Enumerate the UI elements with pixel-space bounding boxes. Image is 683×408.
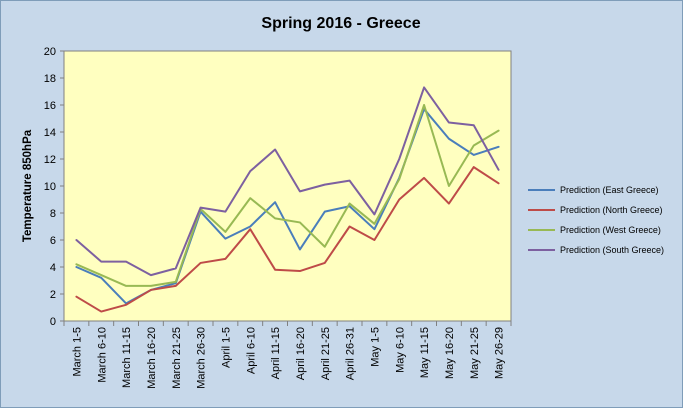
y-axis-label: Temperature 850hPa bbox=[22, 129, 34, 242]
series-lines bbox=[75, 86, 500, 313]
x-tick-label: May 21-25 bbox=[469, 327, 481, 379]
x-tick-label: April 26-31 bbox=[345, 327, 357, 380]
x-tick-label: March 21-25 bbox=[171, 327, 183, 389]
legend-entry: Prediction (West Greece) bbox=[560, 225, 661, 235]
y-tick-label: 2 bbox=[50, 289, 56, 301]
x-tick-label: May 1-5 bbox=[369, 327, 381, 367]
x-tick-label: May 11-15 bbox=[419, 327, 431, 378]
y-tick-label: 0 bbox=[50, 316, 56, 328]
y-tick-label: 8 bbox=[50, 208, 56, 220]
x-tick-label: March 6-10 bbox=[96, 327, 108, 383]
y-tick-label: 16 bbox=[44, 100, 56, 112]
x-tick-label: April 11-15 bbox=[270, 327, 282, 379]
x-tick-label: March 1-5 bbox=[71, 327, 83, 377]
x-tick-label: April 6-10 bbox=[245, 327, 257, 374]
x-tick-label: April 21-25 bbox=[320, 327, 332, 380]
chart-title: Spring 2016 - Greece bbox=[261, 15, 420, 32]
x-axis: March 1-5 March 6-10 March 11-15 March 16-2… bbox=[63, 321, 512, 389]
y-tick-label: 6 bbox=[50, 235, 56, 247]
y-tick-label: 4 bbox=[50, 262, 56, 274]
x-tick-label: April 16-20 bbox=[295, 327, 307, 380]
x-tick-label: March 16-20 bbox=[146, 327, 158, 389]
y-tick-label: 20 bbox=[44, 46, 56, 58]
y-tick-label: 14 bbox=[44, 127, 56, 139]
legend-entry: Prediction (South Greece) bbox=[560, 245, 664, 255]
plot-area bbox=[63, 50, 512, 322]
legend-entry: Prediction (East Greece) bbox=[560, 185, 659, 195]
y-tick-label: 18 bbox=[44, 73, 56, 85]
x-tick-label: May 16-20 bbox=[444, 327, 456, 379]
x-tick-label: May 6-10 bbox=[394, 327, 406, 373]
series-line bbox=[75, 104, 500, 287]
series-line bbox=[75, 166, 500, 313]
x-tick-label: March 11-15 bbox=[121, 327, 133, 388]
x-tick-label: April 1-5 bbox=[220, 327, 232, 368]
x-tick-label: March 26-30 bbox=[196, 327, 208, 389]
legend-items: Prediction (East Greece) Prediction (Nort… bbox=[528, 185, 664, 255]
y-tick-label: 10 bbox=[44, 181, 56, 193]
x-tick-label: May 26-29 bbox=[494, 327, 506, 379]
y-tick-label: 12 bbox=[44, 154, 56, 166]
series-line bbox=[75, 86, 500, 277]
legend-entry: Prediction (North Greece) bbox=[560, 205, 663, 215]
y-axis: 0 2 4 6 8 10 12 14 16 18 20 bbox=[44, 46, 64, 328]
